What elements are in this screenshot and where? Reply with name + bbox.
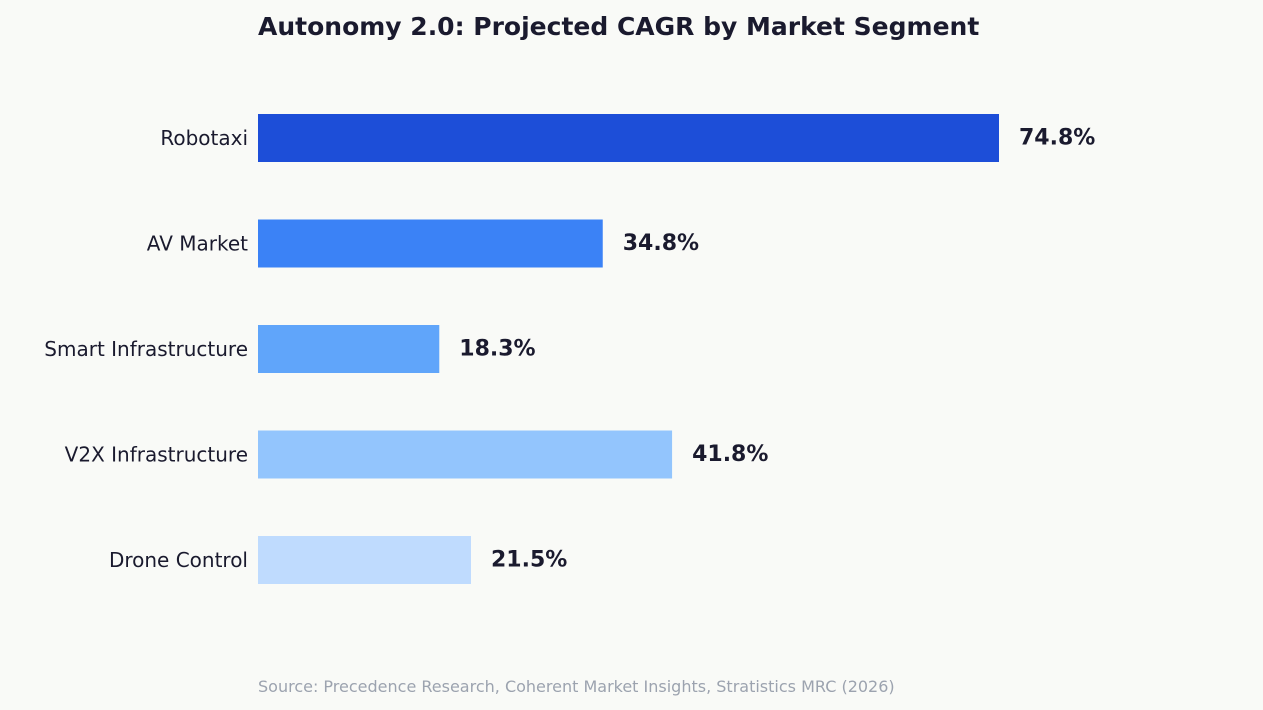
source-note: Source: Precedence Research, Coherent Ma… — [258, 677, 895, 696]
value-label: 21.5% — [491, 548, 567, 573]
category-label: V2X Infrastructure — [65, 443, 248, 467]
bar-smart-infrastructure — [258, 325, 440, 373]
bar-drone-control — [258, 536, 471, 584]
bar-robotaxi — [258, 114, 999, 162]
bar-av-market — [258, 219, 603, 268]
category-label: AV Market — [147, 232, 248, 256]
value-label: 74.8% — [1019, 126, 1095, 151]
bar-v2x-infrastructure — [258, 430, 673, 479]
category-label: Robotaxi — [160, 126, 248, 150]
chart-title: Autonomy 2.0: Projected CAGR by Market S… — [258, 12, 979, 41]
category-label: Smart Infrastructure — [44, 337, 248, 361]
value-label: 34.8% — [623, 231, 699, 256]
value-label: 18.3% — [459, 337, 535, 362]
bars-group: Robotaxi 74.8% AV Market 34.8% Smart Infrast… — [44, 114, 1095, 584]
value-label: 41.8% — [692, 442, 768, 467]
category-label: Drone Control — [109, 548, 248, 572]
